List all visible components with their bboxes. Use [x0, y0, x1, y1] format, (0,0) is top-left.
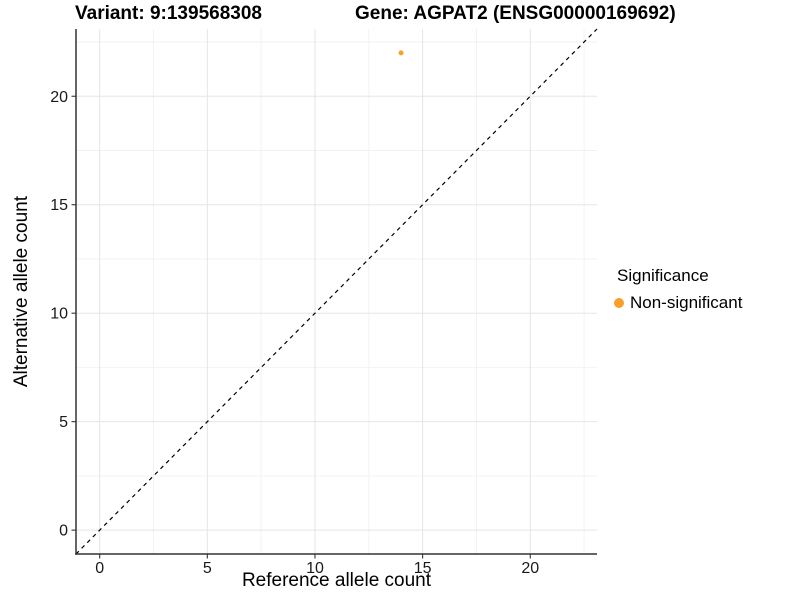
x-tick-label: 10 — [306, 560, 324, 577]
legend-items: Non-significant — [614, 293, 742, 313]
y-axis-title: Alternative allele count — [11, 195, 32, 388]
legend-item: Non-significant — [614, 293, 742, 313]
plot-title-variant: Variant: 9:139568308 — [75, 3, 262, 24]
data-point — [398, 50, 404, 56]
legend-marker-dot — [614, 298, 624, 308]
x-axis-title: Reference allele count — [241, 570, 432, 591]
y-axis-title-wrap: Alternative allele count — [4, 29, 40, 554]
x-tick-label: 20 — [521, 560, 539, 577]
legend: Significance Non-significant — [614, 266, 742, 313]
legend-item-label: Non-significant — [630, 293, 743, 312]
y-tick-label: 5 — [59, 414, 68, 431]
y-tick-label: 15 — [50, 197, 68, 214]
plot-title-gene: Gene: AGPAT2 (ENSG00000169692) — [355, 3, 676, 24]
x-tick-label: 15 — [414, 560, 432, 577]
y-tick-label: 0 — [59, 523, 68, 540]
x-tick-label: 0 — [95, 560, 104, 577]
y-tick-label: 10 — [50, 306, 68, 323]
legend-title: Significance — [617, 266, 709, 285]
x-tick-label: 5 — [203, 560, 212, 577]
y-tick-label: 20 — [50, 89, 68, 106]
identity-dashed-line — [75, 28, 598, 555]
